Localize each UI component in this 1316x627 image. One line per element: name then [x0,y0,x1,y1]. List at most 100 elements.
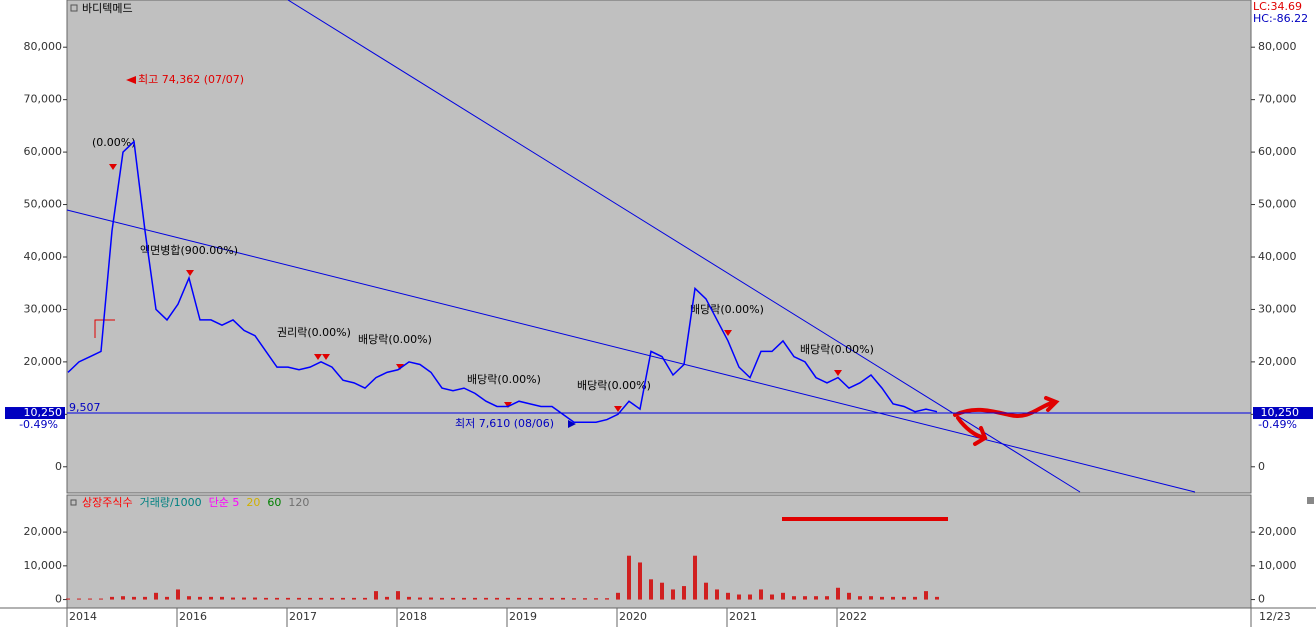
marker-line [94,319,115,338]
volume-bar [737,594,741,600]
arrow [126,76,136,84]
volume-bar [682,586,686,600]
y-tick-label: 70,000 [1258,93,1297,106]
volume-bar [528,597,532,600]
y-tick-label: 0 [55,593,62,606]
volume-bar [121,596,125,600]
y-tick-label: 0 [1258,460,1265,473]
volume-bar [209,596,213,600]
volume-bar [693,555,697,600]
volume-bar [341,597,345,600]
volume-bar [781,592,785,600]
volume-bar [935,596,939,600]
volume-bar [913,596,917,600]
volume-bar [165,596,169,600]
x-tick-label: 2018 [399,610,427,623]
volume-bar [671,589,675,600]
volume-bar [220,596,224,600]
volume-bar [880,596,884,600]
volume-bar [869,596,873,600]
volume-bar [572,598,576,600]
y-tick-label: 80,000 [1258,40,1297,53]
volume-bar [451,597,455,600]
volume-bar [858,596,862,600]
volume-bar [77,598,81,600]
x-end-label: 12/23 [1259,610,1291,623]
volume-bar [275,597,279,600]
annotation: 배당락(0.00%) [690,303,764,316]
volume-bar [440,597,444,600]
y-tick-label: 40,000 [1258,250,1297,263]
annotation: 배당락(0.00%) [467,373,541,386]
volume-bar [352,597,356,600]
volume-bar [649,579,653,600]
volume-bar [429,597,433,600]
volume-bar [473,597,477,600]
annotation: (0.00%) [92,136,136,149]
annotation: 9,507 [69,401,101,414]
volume-bar [143,596,147,600]
annotation: 최저 7,610 (08/06) [455,417,554,430]
volume-bar [154,592,158,600]
event-markers [109,164,842,412]
title-icon [70,4,78,12]
volume-bar [891,596,895,600]
volume-bar [605,598,609,600]
price-box [1253,407,1313,420]
volume-bar [99,598,103,600]
x-tick-label: 2019 [509,610,537,623]
hc-label: HC:-86.22 [1253,12,1308,25]
volume-bar [176,589,180,600]
volume-bar [924,591,928,600]
y-tick-label: 60,000 [1258,145,1297,158]
annotation: 배당락(0.00%) [577,379,651,392]
trend-line [66,209,1196,493]
volume-bar [264,597,268,600]
volume-bar [396,591,400,600]
legend-entry: 상장주식수 [82,496,133,509]
arrow [568,420,576,428]
y-tick-label: 50,000 [1258,198,1297,211]
volume-bar [594,598,598,600]
y-tick-label: 20,000 [24,525,63,538]
volume-bar [495,597,499,600]
volume-panel [66,494,1252,609]
price-line [67,140,938,423]
y-tick-label: 60,000 [24,145,63,158]
close-button[interactable] [1307,497,1314,504]
volume-bar [407,596,411,600]
volume-bar [803,596,807,600]
annotation: 최고 74,362 (07/07) [138,73,244,86]
volume-bar [561,597,565,600]
volume-bar [759,589,763,600]
chart-title: 바디텍메드 [82,2,133,15]
volume-bar [792,596,796,600]
volume-bar [242,597,246,600]
legend-entry: 60 [267,496,281,509]
annotation: 액면병합(900.00%) [140,244,238,257]
price-label: 10,250 [24,406,63,419]
change-label: -0.49% [19,418,58,431]
legend-entry: 120 [288,496,309,509]
volume-bar [704,582,708,600]
volume-bar [715,589,719,600]
annotation: 배당락(0.00%) [358,333,432,346]
volume-bar [308,597,312,600]
volume-bar [814,596,818,600]
volume-bar [198,596,202,600]
x-tick-label: 2021 [729,610,757,623]
y-tick-label: 0 [1258,593,1265,606]
volume-bar [539,597,543,600]
hand-drawn-arrow [953,396,1060,418]
volume-bar [627,555,631,600]
volume-bar [297,597,301,600]
x-tick-label: 2022 [839,610,867,623]
price-label: 10,250 [1261,406,1300,419]
legend-entry: 20 [246,496,260,509]
volume-bar [726,592,730,600]
y-tick-label: 20,000 [24,355,63,368]
volume-bar [66,598,70,600]
x-tick-label: 2016 [179,610,207,623]
